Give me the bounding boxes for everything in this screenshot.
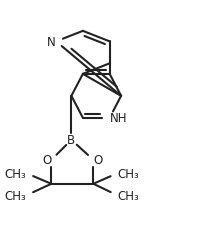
Text: CH₃: CH₃ [5, 189, 26, 202]
Text: B: B [67, 134, 76, 147]
Text: O: O [93, 154, 103, 167]
Text: CH₃: CH₃ [117, 167, 139, 180]
Text: NH: NH [110, 112, 127, 125]
Text: O: O [42, 154, 51, 167]
Text: N: N [47, 36, 56, 49]
Text: CH₃: CH₃ [117, 189, 139, 202]
Text: CH₃: CH₃ [5, 167, 26, 180]
